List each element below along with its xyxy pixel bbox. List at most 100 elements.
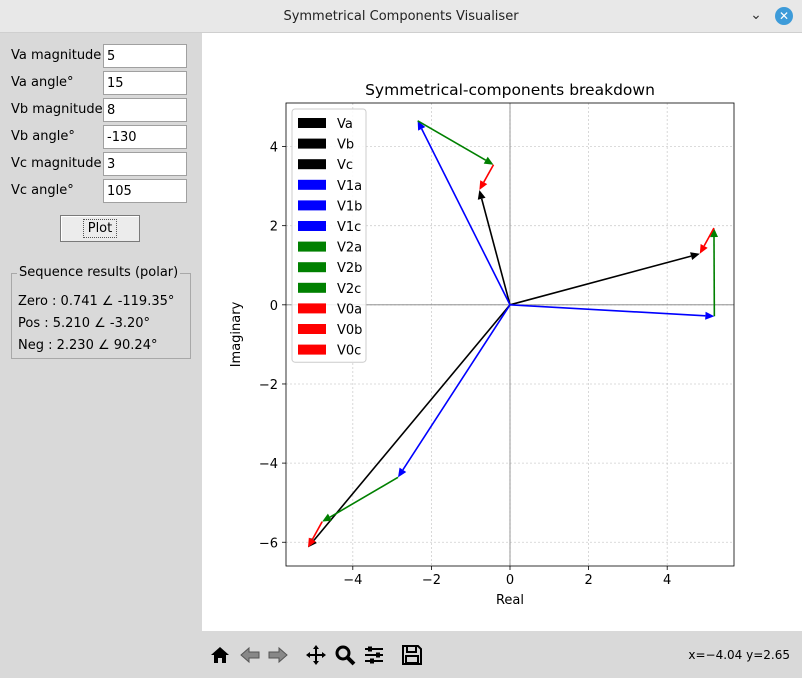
arrow-v1a-head xyxy=(705,311,715,320)
legend-label-v2a: V2a xyxy=(337,241,362,256)
arrow-v0a-shaft xyxy=(703,227,715,247)
legend-swatch-va xyxy=(298,118,326,128)
x-tick-label: 0 xyxy=(506,573,514,588)
va-magnitude-input[interactable] xyxy=(103,44,187,68)
navigation-toolbar: x=−4.04 y=2.65 xyxy=(202,631,802,678)
configure-icon[interactable] xyxy=(362,643,386,667)
arrow-va-head xyxy=(690,252,700,260)
arrow-v1b-shaft xyxy=(402,304,511,471)
negative-sequence-result: Neg : 2.230 ∠ 90.24° xyxy=(18,338,158,353)
arrow-v0c-head xyxy=(479,180,488,191)
y-tick-label: −4 xyxy=(259,457,278,472)
cursor-coordinates: x=−4.04 y=2.65 xyxy=(688,648,790,662)
input-panel: Va magnitude Va angle° Vb magnitude Vb a… xyxy=(0,33,202,678)
legend-label-vb: Vb xyxy=(337,138,354,153)
x-tick-label: 4 xyxy=(663,573,671,588)
legend-swatch-vb xyxy=(298,138,326,149)
legend-swatch-vc xyxy=(298,159,326,170)
y-tick-label: 4 xyxy=(270,141,278,156)
arrow-v1c-head xyxy=(417,120,426,131)
close-icon[interactable]: ✕ xyxy=(775,7,793,25)
arrow-v0b-head xyxy=(308,537,316,548)
legend-label-v2c: V2c xyxy=(337,282,361,297)
field-vc-angle: Vc angle° xyxy=(11,179,191,203)
legend-label-v1c: V1c xyxy=(337,220,361,235)
legend-swatch-v2b xyxy=(298,262,326,273)
legend-label-v0a: V0a xyxy=(337,302,362,317)
legend-label-v1a: V1a xyxy=(337,179,362,194)
pan-icon[interactable] xyxy=(304,643,328,667)
arrow-v2c-shaft xyxy=(417,120,487,161)
vc-magnitude-input[interactable] xyxy=(103,152,187,176)
field-label: Vb angle° xyxy=(11,129,75,144)
field-va-angle: Va angle° xyxy=(11,71,191,95)
arrow-v0c-shaft xyxy=(483,164,495,183)
axes-frame xyxy=(285,102,735,567)
plot-canvas[interactable]: Symmetrical-components breakdown −4 −2 0 2 4 −… xyxy=(202,33,802,631)
plot-button-label: Plot xyxy=(82,219,118,238)
legend-swatch-v1c xyxy=(298,221,326,231)
positive-sequence-result: Pos : 5.210 ∠ -3.20° xyxy=(18,316,151,331)
legend-label-v1b: V1b xyxy=(337,199,362,214)
legend-swatch-v2a xyxy=(298,241,326,252)
forward-icon[interactable] xyxy=(266,643,290,667)
vb-magnitude-input[interactable] xyxy=(103,98,187,122)
legend-swatch-v2c xyxy=(298,282,326,293)
legend-swatch-v0b xyxy=(298,324,326,334)
back-icon[interactable] xyxy=(238,643,262,667)
arrows-layer xyxy=(308,120,718,548)
legend-label-v0b: V0b xyxy=(337,323,362,338)
x-axis-label: Real xyxy=(496,593,524,608)
vb-angle-input[interactable] xyxy=(103,125,187,149)
arrow-va-shaft xyxy=(509,255,692,306)
y-axis-label: Imaginary xyxy=(229,301,244,367)
legend-swatch-v0a xyxy=(298,303,326,314)
arrow-v2c-head xyxy=(483,156,494,165)
field-label: Va magnitude xyxy=(11,48,102,63)
title-bar: Symmetrical Components Visualiser ⌄ ✕ xyxy=(0,0,802,33)
arrow-vc-head xyxy=(477,190,486,200)
arrow-vb-shaft xyxy=(313,304,511,541)
legend-swatch-v1a xyxy=(298,179,326,190)
field-label: Vc magnitude xyxy=(11,156,102,171)
window-title: Symmetrical Components Visualiser xyxy=(283,9,519,24)
arrow-v2a-head xyxy=(709,228,718,238)
y-tick-label: 0 xyxy=(270,299,278,314)
sequence-results-group: Sequence results (polar) Zero : 0.741 ∠ … xyxy=(11,265,191,359)
field-label: Vb magnitude xyxy=(11,102,103,117)
zoom-icon[interactable] xyxy=(333,643,357,667)
legend: Va Vb Vc V1a V1b V1c V2a V2b V2c V0a V0b V0c xyxy=(291,108,367,363)
legend-swatch-v1b xyxy=(298,200,326,211)
arrow-v0b-shaft xyxy=(311,521,323,540)
va-angle-input[interactable] xyxy=(103,71,187,95)
arrow-v1c-shaft xyxy=(420,128,511,306)
legend-box xyxy=(291,108,367,363)
field-va-magnitude: Va magnitude xyxy=(11,44,191,68)
arrow-v2b-head xyxy=(322,513,332,522)
legend-label-va: Va xyxy=(337,117,353,132)
x-tick-label: −4 xyxy=(343,573,362,588)
x-tick-label: −2 xyxy=(422,573,441,588)
y-tick-label: −6 xyxy=(259,536,278,551)
field-label: Vc angle° xyxy=(11,183,74,198)
group-title: Sequence results (polar) xyxy=(17,265,181,280)
phasor-chart[interactable]: Symmetrical-components breakdown −4 −2 0 2 4 −… xyxy=(202,33,802,631)
legend-label-v2b: V2b xyxy=(337,261,362,276)
save-icon[interactable] xyxy=(400,643,424,667)
zero-sequence-result: Zero : 0.741 ∠ -119.35° xyxy=(18,294,175,309)
field-vc-magnitude: Vc magnitude xyxy=(11,152,191,176)
home-icon[interactable] xyxy=(208,643,232,667)
y-tick-label: 2 xyxy=(270,220,278,235)
legend-swatch-v0c xyxy=(298,344,326,355)
arrow-v1b-head xyxy=(398,467,407,478)
arrow-v0a-head xyxy=(699,243,708,254)
field-label: Va angle° xyxy=(11,75,74,90)
plot-button[interactable]: Plot xyxy=(60,215,140,242)
arrow-v1a-shaft xyxy=(509,304,706,317)
legend-label-vc: Vc xyxy=(337,158,353,173)
chart-title: Symmetrical-components breakdown xyxy=(365,81,655,99)
vc-angle-input[interactable] xyxy=(103,179,187,203)
y-tick-label: −2 xyxy=(259,378,278,393)
field-vb-magnitude: Vb magnitude xyxy=(11,98,191,122)
minimize-icon[interactable]: ⌄ xyxy=(750,7,762,23)
